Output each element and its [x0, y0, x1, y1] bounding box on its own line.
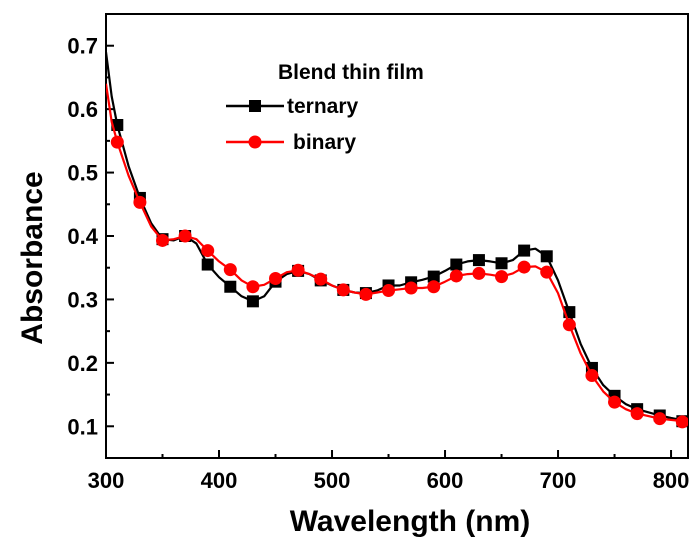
binary-point: [427, 280, 441, 294]
x-axis: 300 400 500 600 700 800: [88, 450, 690, 493]
y-tick-label: 0.1: [67, 414, 98, 439]
ternary-point: [495, 257, 508, 270]
x-tick-label: 400: [201, 468, 238, 493]
legend-label: ternary: [287, 95, 359, 118]
binary-point: [269, 271, 283, 285]
x-axis-title: Wavelength (nm): [290, 505, 531, 538]
binary-point: [608, 395, 622, 409]
binary-point: [404, 281, 418, 295]
ternary-point: [450, 258, 463, 271]
x-tick-label: 500: [314, 468, 351, 493]
y-axis-title: Absorbance: [16, 171, 49, 344]
binary-point: [201, 244, 215, 258]
binary-point: [562, 318, 576, 332]
binary-point: [382, 284, 396, 298]
binary-point: [248, 135, 262, 149]
binary-point: [517, 260, 531, 274]
y-tick-label: 0.7: [67, 34, 98, 59]
binary-point: [359, 287, 373, 301]
x-tick-label: 800: [653, 468, 690, 493]
ternary-point: [518, 244, 531, 257]
y-tick-label: 0.4: [67, 224, 98, 249]
y-tick-label: 0.3: [67, 287, 98, 312]
x-tick-label: 600: [427, 468, 464, 493]
y-tick-label: 0.2: [67, 351, 98, 376]
y-tick-label: 0.5: [67, 161, 98, 186]
binary-point: [178, 229, 192, 243]
x-tick-label: 300: [88, 468, 125, 493]
ternary-point: [472, 254, 485, 267]
ternary-point: [246, 295, 259, 308]
binary-series: [106, 83, 688, 429]
binary-point: [291, 263, 305, 277]
binary-point: [223, 263, 237, 277]
x-tick-label: 700: [540, 468, 577, 493]
ternary-series: [106, 51, 688, 428]
ternary-point: [249, 100, 261, 112]
legend-title: Blend thin film: [278, 61, 424, 84]
y-axis: 0.1 0.2 0.3 0.4 0.5 0.6 0.7: [67, 34, 114, 439]
binary-point: [449, 269, 463, 283]
binary-point: [585, 369, 599, 383]
binary-point: [133, 195, 147, 209]
ternary-point: [224, 280, 237, 293]
binary-point: [336, 283, 350, 297]
series-layer: [106, 51, 688, 429]
y-tick-label: 0.6: [67, 97, 98, 122]
ternary-point: [540, 250, 553, 263]
binary-point: [472, 266, 486, 280]
binary-point: [495, 270, 509, 284]
legend: Blend thin film ternary binary: [226, 61, 424, 154]
ternary-line: [106, 51, 688, 423]
binary-point: [110, 135, 124, 149]
ternary-point: [201, 258, 214, 271]
legend-item-binary: binary: [226, 131, 356, 154]
binary-point: [653, 412, 667, 426]
binary-point: [246, 280, 260, 294]
binary-point: [156, 233, 170, 247]
ternary-point: [427, 270, 440, 283]
legend-label: binary: [293, 131, 356, 154]
binary-point: [540, 265, 554, 279]
binary-point: [675, 415, 688, 429]
binary-point: [630, 407, 644, 421]
binary-point: [314, 272, 328, 286]
binary-line: [106, 83, 688, 423]
legend-item-ternary: ternary: [226, 95, 359, 118]
